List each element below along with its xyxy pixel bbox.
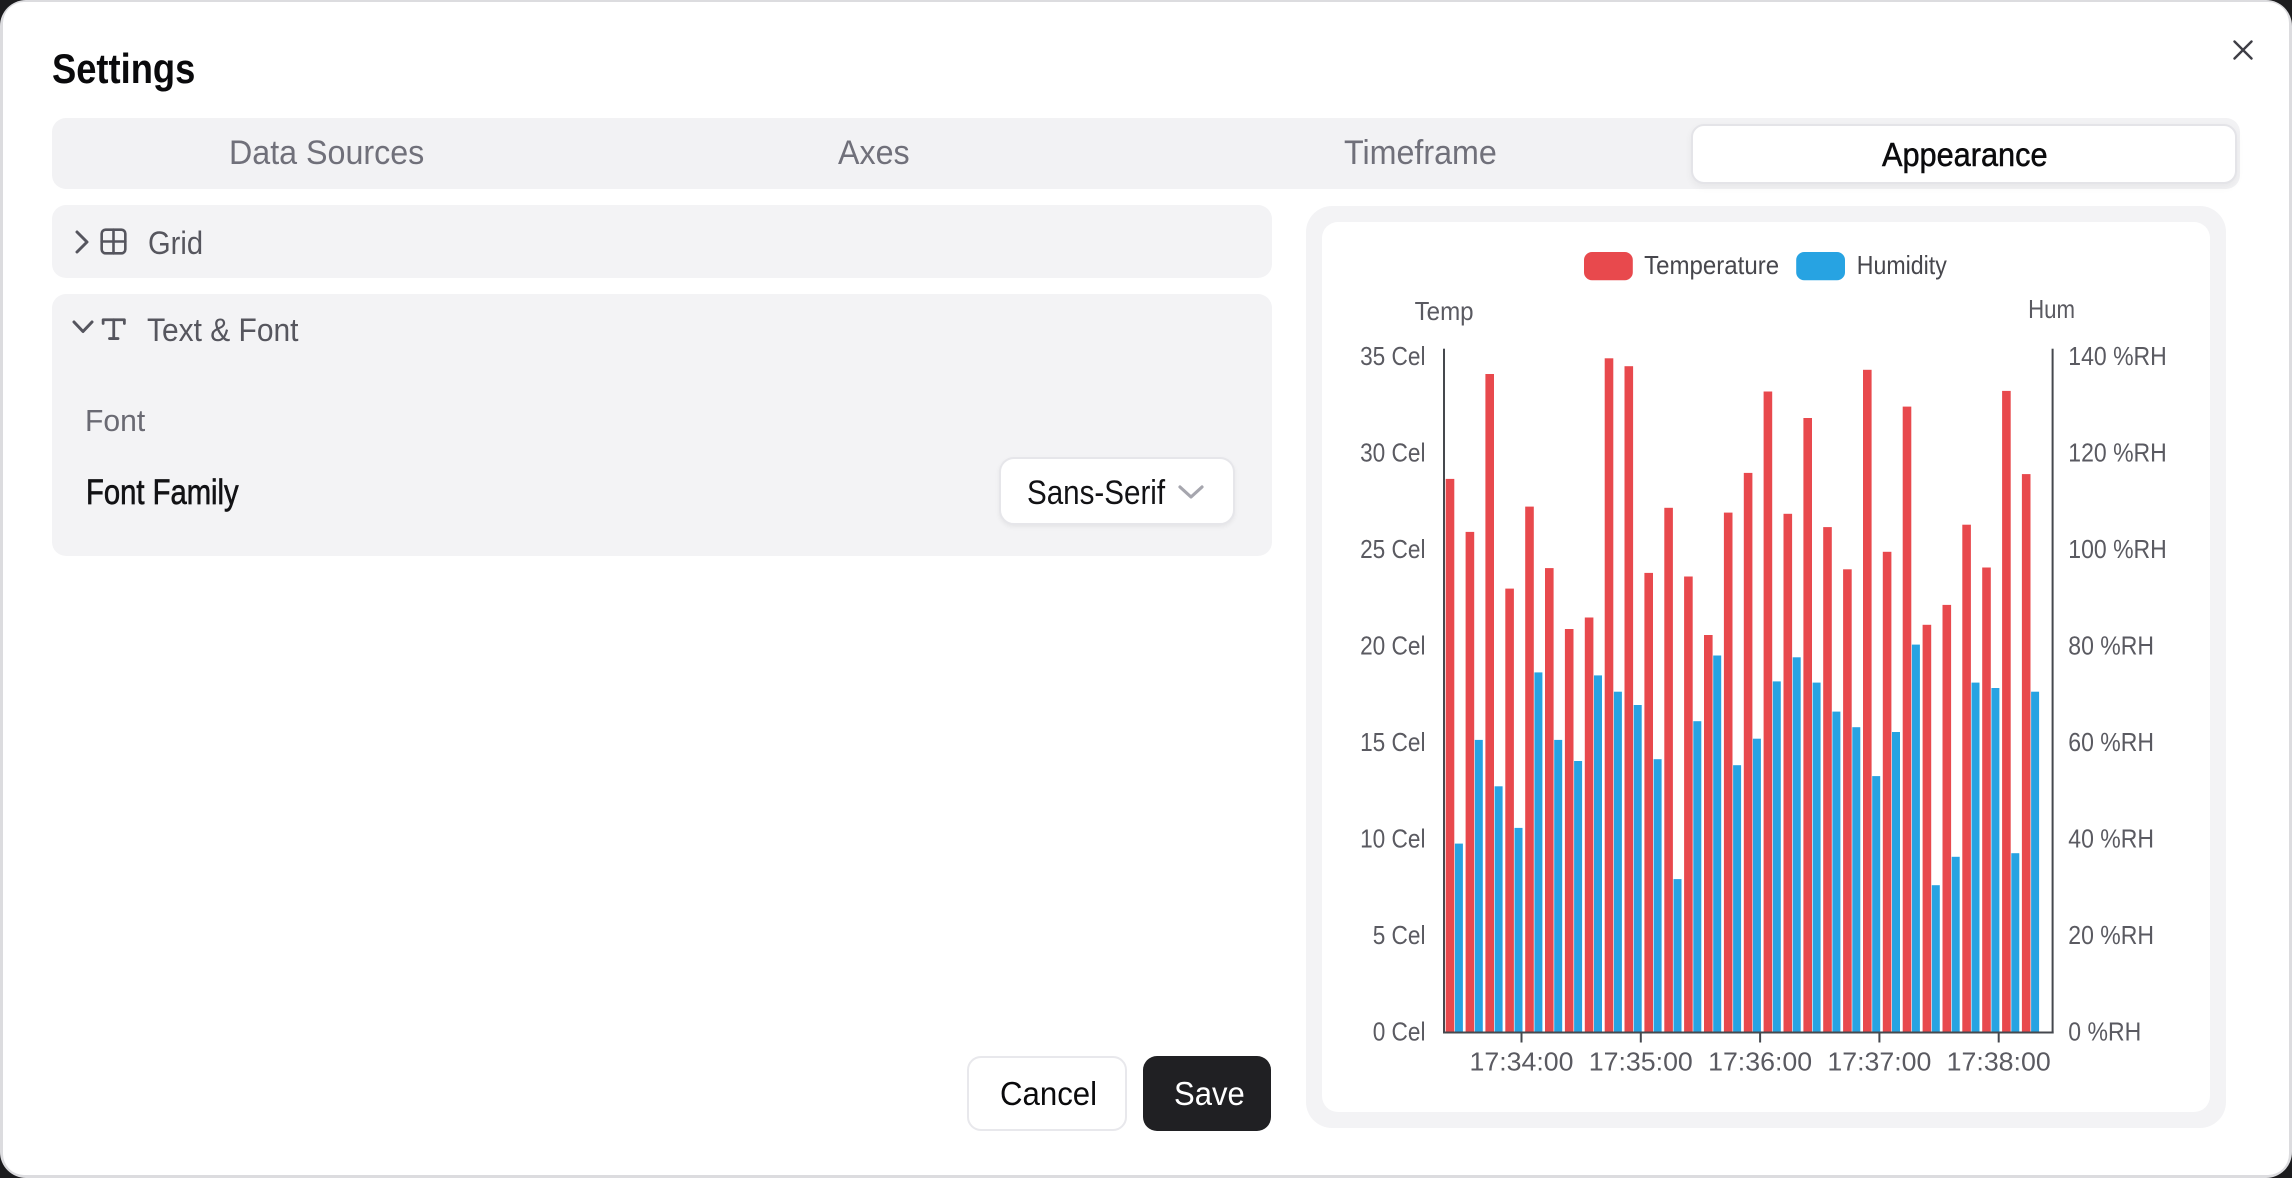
svg-text:5 Cel: 5 Cel <box>1373 920 1426 950</box>
svg-text:Temperature: Temperature <box>1644 250 1779 280</box>
svg-text:0 Cel: 0 Cel <box>1373 1017 1426 1047</box>
svg-text:100 %RH: 100 %RH <box>2068 534 2167 564</box>
svg-text:20 Cel: 20 Cel <box>1360 631 1425 661</box>
svg-text:30 Cel: 30 Cel <box>1360 438 1425 468</box>
svg-text:10 Cel: 10 Cel <box>1360 824 1425 854</box>
svg-text:17:38:00: 17:38:00 <box>1947 1046 2051 1076</box>
svg-text:17:35:00: 17:35:00 <box>1589 1046 1693 1076</box>
svg-text:120 %RH: 120 %RH <box>2068 438 2167 468</box>
svg-text:25 Cel: 25 Cel <box>1360 534 1425 564</box>
svg-text:35 Cel: 35 Cel <box>1360 341 1425 371</box>
svg-text:0 %RH: 0 %RH <box>2068 1017 2141 1047</box>
svg-text:17:34:00: 17:34:00 <box>1470 1046 1574 1076</box>
svg-text:80 %RH: 80 %RH <box>2068 631 2154 661</box>
svg-text:Humidity: Humidity <box>1857 250 1947 280</box>
svg-text:17:36:00: 17:36:00 <box>1708 1046 1812 1076</box>
svg-text:20 %RH: 20 %RH <box>2068 920 2154 950</box>
svg-text:60 %RH: 60 %RH <box>2068 727 2154 757</box>
svg-text:Hum: Hum <box>2028 294 2075 324</box>
svg-text:140 %RH: 140 %RH <box>2068 341 2167 371</box>
svg-text:15 Cel: 15 Cel <box>1360 727 1425 757</box>
svg-text:Temp: Temp <box>1415 296 1474 326</box>
svg-text:40 %RH: 40 %RH <box>2068 824 2154 854</box>
svg-text:17:37:00: 17:37:00 <box>1827 1046 1931 1076</box>
